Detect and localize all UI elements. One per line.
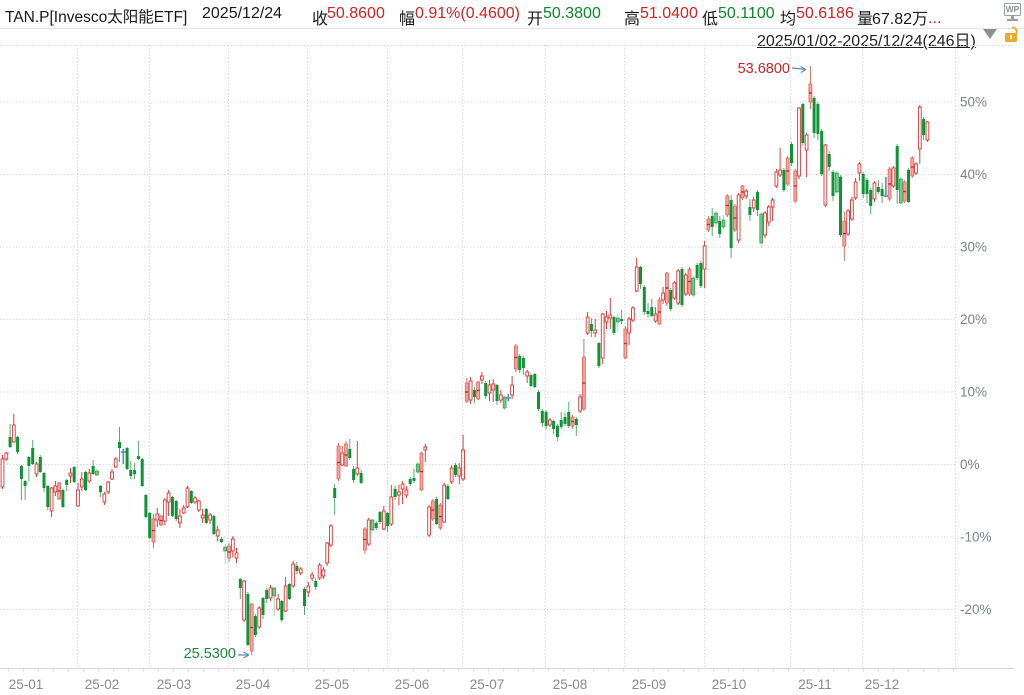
svg-text:25-11: 25-11: [798, 677, 832, 692]
svg-text:25-01: 25-01: [9, 677, 44, 692]
svg-text:-20%: -20%: [960, 602, 992, 617]
svg-text:10%: 10%: [960, 385, 987, 400]
svg-text:25-05: 25-05: [315, 677, 350, 692]
svg-text:50%: 50%: [960, 95, 987, 110]
svg-text:30%: 30%: [960, 240, 987, 255]
svg-text:53.6800: 53.6800: [738, 61, 790, 77]
svg-text:20%: 20%: [960, 312, 987, 327]
svg-text:25-07: 25-07: [470, 677, 505, 692]
svg-text:25-12: 25-12: [865, 677, 900, 692]
svg-text:25-09: 25-09: [632, 677, 667, 692]
svg-text:25-03: 25-03: [157, 677, 192, 692]
svg-text:25.5300: 25.5300: [184, 646, 236, 662]
svg-text:40%: 40%: [960, 167, 987, 182]
svg-text:25-08: 25-08: [553, 677, 588, 692]
svg-text:0%: 0%: [960, 457, 980, 472]
svg-text:25-04: 25-04: [236, 677, 271, 692]
svg-text:25-02: 25-02: [85, 677, 120, 692]
svg-text:25-10: 25-10: [712, 677, 747, 692]
svg-text:-10%: -10%: [960, 530, 992, 545]
svg-text:25-06: 25-06: [395, 677, 430, 692]
